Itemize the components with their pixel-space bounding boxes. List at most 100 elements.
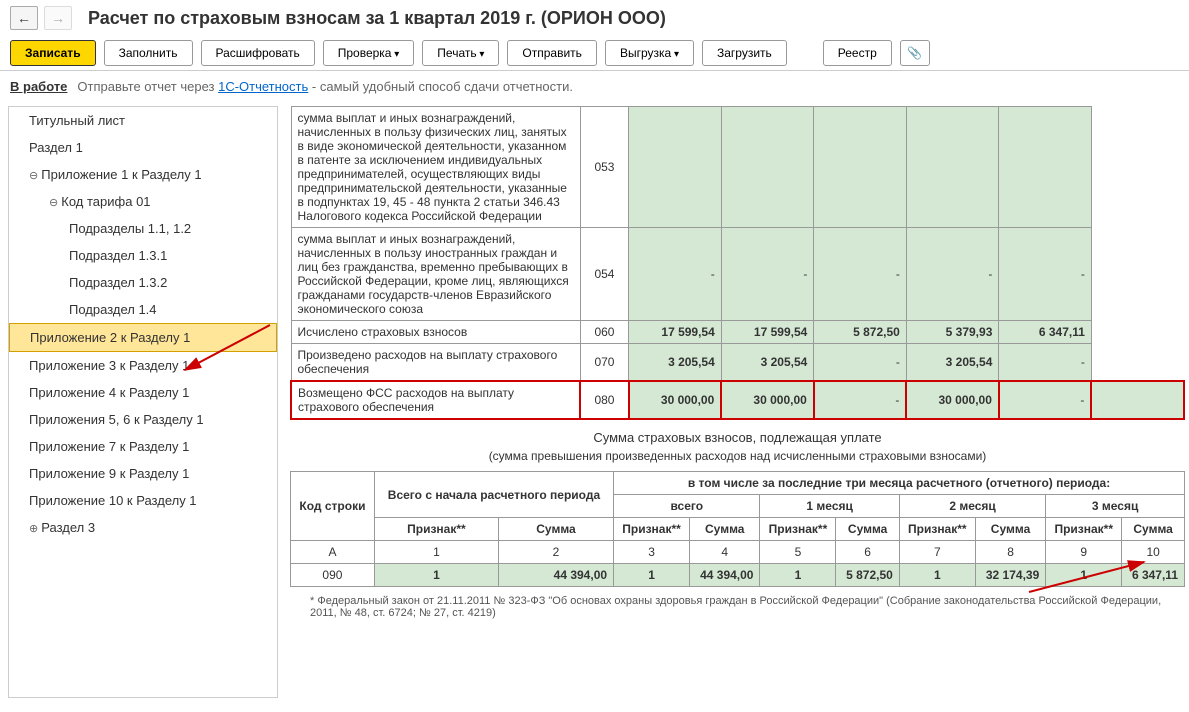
table-row: Исчислено страховых взносов06017 599,541…: [291, 321, 1184, 344]
save-button[interactable]: Записать: [10, 40, 96, 66]
idx-cell: А: [291, 541, 375, 564]
status-bar: В работе Отправьте отчет через 1С-Отчетн…: [0, 71, 1189, 102]
tree-item[interactable]: Титульный лист: [9, 107, 277, 134]
section-subtitle: (сумма превышения произведенных расходов…: [290, 449, 1185, 471]
idx-cell: 10: [1122, 541, 1185, 564]
sum-data-row: 090 1 44 394,00 1 44 394,00 1 5 872,50 1…: [291, 564, 1185, 587]
row-code: 080: [580, 381, 629, 419]
row-value[interactable]: [629, 107, 722, 228]
row-value[interactable]: -: [999, 344, 1092, 382]
sum-s1: 44 394,00: [498, 564, 613, 587]
idx-cell: 3: [614, 541, 690, 564]
row-desc: Произведено расходов на выплату страхово…: [291, 344, 580, 382]
content-area: сумма выплат и иных вознаграждений, начи…: [286, 102, 1189, 702]
sum-p2: 1: [614, 564, 690, 587]
tree-item[interactable]: Приложение 1 к Разделу 1: [9, 161, 277, 188]
row-value[interactable]: -: [814, 381, 907, 419]
hdr-all: всего: [614, 495, 760, 518]
tree-item[interactable]: Приложение 3 к Разделу 1: [9, 352, 277, 379]
tree-item[interactable]: Код тарифа 01: [9, 188, 277, 215]
status-link[interactable]: В работе: [10, 79, 67, 94]
export-button[interactable]: Выгрузка: [605, 40, 694, 66]
row-value[interactable]: 3 205,54: [721, 344, 814, 382]
row-value[interactable]: -: [906, 228, 999, 321]
row-value[interactable]: -: [721, 228, 814, 321]
row-value[interactable]: 30 000,00: [721, 381, 814, 419]
section-tree: Титульный листРаздел 1Приложение 1 к Раз…: [8, 106, 278, 698]
table-row: сумма выплат и иных вознаграждений, начи…: [291, 107, 1184, 228]
import-button[interactable]: Загрузить: [702, 40, 787, 66]
check-button[interactable]: Проверка: [323, 40, 415, 66]
tree-item[interactable]: Приложение 4 к Разделу 1: [9, 379, 277, 406]
idx-cell: 9: [1046, 541, 1122, 564]
hdr-m1: 1 месяц: [760, 495, 899, 518]
row-desc: сумма выплат и иных вознаграждений, начи…: [291, 228, 580, 321]
tree-item[interactable]: Приложения 5, 6 к Разделу 1: [9, 406, 277, 433]
row-value[interactable]: 3 205,54: [906, 344, 999, 382]
nav-forward-button[interactable]: →: [44, 6, 72, 30]
table-row: Возмещено ФСС расходов на выплату страхо…: [291, 381, 1184, 419]
row-value[interactable]: [721, 107, 814, 228]
table-row: Произведено расходов на выплату страхово…: [291, 344, 1184, 382]
tree-item[interactable]: Приложение 2 к Разделу 1: [9, 323, 277, 352]
sum-s4: 32 174,39: [975, 564, 1045, 587]
row-value[interactable]: -: [629, 228, 722, 321]
row-value[interactable]: [999, 107, 1092, 228]
nav-back-button[interactable]: ←: [10, 6, 38, 30]
sum-p1: 1: [374, 564, 498, 587]
row-value[interactable]: -: [999, 381, 1092, 419]
hdr-m3: 3 месяц: [1046, 495, 1185, 518]
hdr-m2: 2 месяц: [899, 495, 1045, 518]
row-value[interactable]: 5 872,50: [814, 321, 907, 344]
idx-cell: 5: [760, 541, 836, 564]
row-desc: Возмещено ФСС расходов на выплату страхо…: [291, 381, 580, 419]
row-value[interactable]: -: [999, 228, 1092, 321]
idx-cell: 6: [836, 541, 899, 564]
row-desc: сумма выплат и иных вознаграждений, начи…: [291, 107, 580, 228]
row-value[interactable]: -: [814, 228, 907, 321]
summary-table: Код строки Всего с начала расчетного пер…: [290, 471, 1185, 587]
sum-p4: 1: [899, 564, 975, 587]
row-value[interactable]: 30 000,00: [629, 381, 722, 419]
fill-button[interactable]: Заполнить: [104, 40, 193, 66]
registry-button[interactable]: Реестр: [823, 40, 892, 66]
nav-bar: ← → Расчет по страховым взносам за 1 ква…: [0, 0, 1189, 36]
idx-cell: 7: [899, 541, 975, 564]
idx-cell: 2: [498, 541, 613, 564]
main-data-table: сумма выплат и иных вознаграждений, начи…: [290, 106, 1185, 420]
row-code: 060: [580, 321, 629, 344]
tree-item[interactable]: Приложение 7 к Разделу 1: [9, 433, 277, 460]
tree-item[interactable]: Раздел 3: [9, 514, 277, 541]
row-value[interactable]: -: [814, 344, 907, 382]
tree-item[interactable]: Подраздел 1.4: [9, 296, 277, 323]
row-value[interactable]: [1091, 381, 1184, 419]
row-value[interactable]: 5 379,93: [906, 321, 999, 344]
decode-button[interactable]: Расшифровать: [201, 40, 315, 66]
hdr-sign: При­знак**: [760, 518, 836, 541]
service-link[interactable]: 1С-Отчетность: [218, 79, 308, 94]
sum-p3: 1: [760, 564, 836, 587]
tree-item[interactable]: Подраздел 1.3.1: [9, 242, 277, 269]
row-value[interactable]: 17 599,54: [629, 321, 722, 344]
row-value[interactable]: 30 000,00: [906, 381, 999, 419]
send-button[interactable]: Отправить: [507, 40, 597, 66]
hdr-sum: Сумма: [836, 518, 899, 541]
print-button[interactable]: Печать: [422, 40, 499, 66]
hint-pre: Отправьте отчет через: [77, 79, 218, 94]
tree-item[interactable]: Подраздел 1.3.2: [9, 269, 277, 296]
hdr-sign: При­знак**: [614, 518, 690, 541]
row-value[interactable]: 17 599,54: [721, 321, 814, 344]
row-value[interactable]: 6 347,11: [999, 321, 1092, 344]
attach-button[interactable]: 📎: [900, 40, 930, 66]
row-value[interactable]: [814, 107, 907, 228]
row-value[interactable]: 3 205,54: [629, 344, 722, 382]
tree-item[interactable]: Раздел 1: [9, 134, 277, 161]
sum-p5: 1: [1046, 564, 1122, 587]
idx-cell: 1: [374, 541, 498, 564]
tree-item[interactable]: Подразделы 1.1, 1.2: [9, 215, 277, 242]
row-code: 054: [580, 228, 629, 321]
tree-item[interactable]: Приложение 10 к Разделу 1: [9, 487, 277, 514]
tree-item[interactable]: Приложение 9 к Разделу 1: [9, 460, 277, 487]
row-code: 053: [580, 107, 629, 228]
row-value[interactable]: [906, 107, 999, 228]
